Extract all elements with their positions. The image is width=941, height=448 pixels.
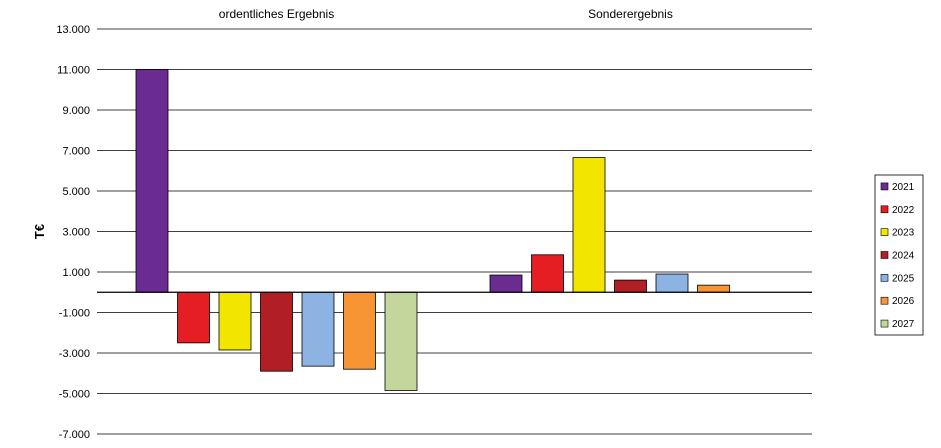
y-tick-label: -5.000 <box>59 389 90 401</box>
y-tick-label: -7.000 <box>59 429 90 441</box>
bar-2026-ordentlich <box>343 291 376 370</box>
legend-swatch-2025 <box>880 274 889 282</box>
category-label: ordentliches Ergebnis <box>219 7 334 21</box>
legend-label-2024: 2024 <box>892 251 915 262</box>
y-tick-label: 1.000 <box>62 267 90 279</box>
y-axis-label: T€ <box>32 224 47 239</box>
bar-2022-ordentlich <box>177 291 210 344</box>
legend-label-2027: 2027 <box>892 319 915 330</box>
legend-swatch-2027 <box>880 319 889 328</box>
bar-2023-ordentlich <box>218 291 252 351</box>
legend-swatch-2026 <box>880 296 889 305</box>
y-tick-label: 13.000 <box>56 24 90 36</box>
y-tick-label: 9.000 <box>62 105 90 117</box>
y-tick-label: -1.000 <box>59 308 90 320</box>
category-labels: ordentliches Ergebnis Sonderergebnis <box>219 7 673 21</box>
y-axis-ticks: 13.000 11.000 9.000 7.000 5.000 3.000 1.000 -1.… <box>56 24 90 441</box>
y-tick-label: 3.000 <box>62 227 90 239</box>
bar-2024-sonder <box>614 279 647 293</box>
legend-swatch-2022 <box>880 205 889 214</box>
bar-2023-sonder <box>572 157 606 293</box>
legend-label-2022: 2022 <box>892 205 915 216</box>
bar-2025-ordentlich <box>301 291 335 367</box>
bar-2024-ordentlich <box>260 291 293 372</box>
bar-2021-ordentlich <box>135 69 169 293</box>
y-tick-label: 7.000 <box>62 146 90 158</box>
legend: 2021 2022 2023 2024 2025 2026 2027 <box>874 174 924 336</box>
bar-2021-sonder <box>489 274 523 293</box>
legend-swatch-2021 <box>880 182 889 191</box>
y-tick-label: 11.000 <box>57 65 90 77</box>
y-tick-label: -3.000 <box>59 348 90 360</box>
bar-2025-sonder <box>655 273 689 293</box>
legend-swatch-2024 <box>880 251 889 259</box>
bar-2022-sonder <box>531 254 564 293</box>
category-label: Sonderergebnis <box>588 7 673 21</box>
legend-label-2023: 2023 <box>892 228 915 239</box>
bars <box>135 69 730 391</box>
legend-label-2021: 2021 <box>892 182 915 193</box>
legend-label-2025: 2025 <box>892 273 915 284</box>
bar-2027-ordentlich <box>384 291 418 391</box>
gridlines <box>97 28 812 435</box>
legend-swatch-2023 <box>880 228 889 236</box>
y-tick-label: 5.000 <box>62 186 90 198</box>
legend-label-2026: 2026 <box>892 296 915 307</box>
bar-2026-sonder <box>697 284 730 293</box>
